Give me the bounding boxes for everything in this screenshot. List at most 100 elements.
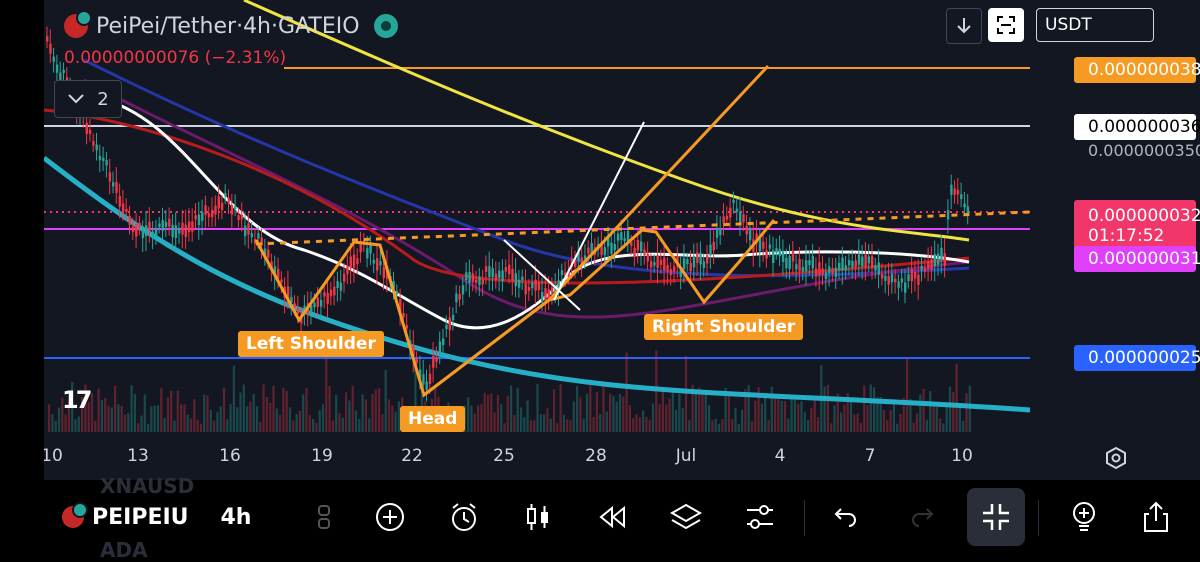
candle-body (316, 297, 319, 307)
right-shoulder-label[interactable]: Right Shoulder (644, 314, 804, 340)
candle-body (201, 212, 204, 221)
candle-body (739, 211, 742, 224)
undo-button[interactable] (826, 480, 866, 554)
volume-bar (638, 417, 641, 432)
volume-bar (922, 388, 925, 432)
candle-body (178, 230, 181, 234)
alert-button[interactable] (442, 480, 486, 554)
symbol-search-button[interactable]: PEIPEIU (62, 480, 192, 554)
settings-icon[interactable] (1104, 446, 1128, 470)
drag-handle[interactable] (306, 480, 342, 554)
volume-bar (896, 423, 899, 432)
candle-body (699, 252, 702, 265)
volume-bar (965, 393, 968, 432)
volume-bar (140, 415, 143, 432)
volume-bar (714, 418, 717, 432)
volume-bar (741, 409, 744, 432)
volume-bar (711, 420, 714, 432)
candle-body (937, 253, 940, 265)
candle-body (501, 270, 504, 282)
volume-bar (216, 411, 219, 432)
candle-body (395, 291, 399, 295)
indicators-toggle[interactable]: 2 (54, 80, 122, 118)
volume-bar (592, 416, 595, 432)
volume-bar (585, 393, 589, 432)
candle-body (451, 314, 455, 321)
volume-bar (807, 420, 810, 432)
collapse-button[interactable] (966, 480, 1026, 554)
symbol-name[interactable]: PeiPei/Tether (96, 13, 237, 39)
candle-body (121, 203, 125, 212)
candle-body (659, 259, 663, 265)
volume-bar (374, 389, 377, 432)
volume-bar (962, 421, 965, 432)
candle-body (227, 198, 230, 204)
candle-body (65, 77, 69, 81)
share-button[interactable] (1134, 480, 1178, 554)
candle-body (418, 369, 422, 379)
candle-body (946, 209, 950, 220)
candle-body (263, 248, 267, 256)
candle-body (310, 305, 313, 313)
candle-body (640, 241, 643, 252)
candle-body (884, 275, 887, 281)
candle-body (511, 268, 514, 282)
candle-body (323, 291, 326, 297)
candle-body (425, 381, 428, 390)
candle-body (956, 189, 960, 195)
volume-bar (876, 397, 879, 432)
candle-body (966, 206, 970, 214)
symbol-header[interactable]: PeiPei/Tether · 4h · GATEIO (64, 10, 398, 40)
price-chart[interactable] (44, 0, 1200, 480)
chart-area[interactable]: PeiPei/Tether · 4h · GATEIO 0.0000000007… (44, 0, 1200, 480)
lightbulb-icon (1073, 502, 1095, 531)
candle-body (702, 261, 706, 269)
fullscreen-button[interactable] (988, 8, 1024, 42)
volume-bar (381, 414, 384, 432)
indicator-settings-button[interactable] (738, 480, 782, 554)
volume-bar (150, 406, 153, 432)
interval-label[interactable]: 4h (243, 13, 272, 39)
volume-bar (536, 383, 539, 432)
volume-bar (203, 394, 206, 432)
volume-bar (813, 399, 816, 432)
candle-body (352, 254, 356, 268)
candle-body (735, 208, 739, 213)
candle-body (118, 196, 121, 207)
volume-bar (493, 412, 496, 432)
candle-body (392, 281, 395, 289)
volume-bar (196, 419, 199, 432)
head-label[interactable]: Head (400, 406, 466, 432)
volume-bar (968, 385, 971, 432)
volume-bar (321, 404, 325, 432)
currency-select[interactable]: USDT (1036, 8, 1154, 42)
x-axis-label: 22 (401, 446, 423, 466)
replay-button[interactable] (590, 480, 634, 554)
chart-type-button[interactable] (516, 480, 560, 554)
indicators-count: 2 (97, 88, 109, 110)
layers-button[interactable] (664, 480, 708, 554)
volume-bar (767, 420, 770, 432)
white-trend-line (503, 239, 581, 311)
ideas-button[interactable] (1062, 480, 1106, 554)
candle-body (224, 193, 227, 197)
redo-button[interactable] (902, 480, 942, 554)
volume-bar (87, 402, 90, 432)
candle-body (847, 260, 851, 266)
volume-bar (602, 386, 605, 432)
timeframe-button[interactable]: 4h (204, 480, 268, 554)
candle-body (422, 374, 425, 385)
left-shoulder-label[interactable]: Left Shoulder (238, 331, 384, 357)
volume-bar (71, 381, 74, 432)
volume-bar (747, 385, 750, 432)
add-button[interactable] (368, 480, 412, 554)
candle-body (666, 264, 669, 272)
volume-bar (622, 396, 625, 432)
scroll-to-latest-button[interactable] (946, 8, 982, 44)
volume-bar (651, 403, 655, 432)
volume-bar (232, 365, 235, 432)
volume-bar (97, 388, 100, 432)
volume-bar (701, 392, 704, 432)
candle-body (656, 255, 659, 269)
candle-body (234, 205, 237, 210)
